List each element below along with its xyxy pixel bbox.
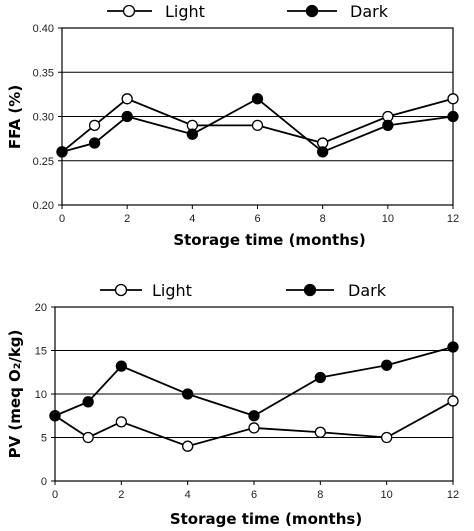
x-tick-label: 0 [59, 213, 65, 225]
data-point-dark [56, 146, 68, 158]
x-tick-label: 6 [254, 213, 260, 225]
data-point-dark [317, 146, 329, 158]
legend-filled-circle-icon [303, 283, 317, 297]
data-point-light [447, 395, 459, 407]
y-tick-label: 0.30 [33, 112, 54, 124]
y-tick-label: 0.20 [33, 200, 54, 212]
x-tick-label: 0 [52, 489, 58, 501]
x-tick-label: 2 [124, 213, 130, 225]
y-tick-label: 0.25 [33, 156, 54, 168]
data-point-dark [381, 359, 393, 371]
legend-open-circle-icon [122, 4, 136, 18]
x-tick-label: 10 [382, 213, 394, 225]
legend-filled-circle-icon [305, 4, 319, 18]
data-point-light [248, 422, 260, 434]
x-tick-label: 6 [251, 489, 257, 501]
series-line-light [61, 97, 454, 153]
legend-label: Light [165, 2, 205, 21]
data-point-light [381, 431, 393, 444]
data-point-dark [182, 388, 194, 400]
data-point-light [115, 416, 127, 428]
data-point-dark [115, 360, 127, 372]
y-axis-title: PV (meq O₂/kg) [6, 330, 24, 459]
y-tick-label: 0.40 [33, 23, 54, 35]
data-point-dark [447, 110, 459, 123]
x-tick-label: 8 [317, 489, 323, 501]
y-tick-label: 10 [35, 389, 47, 401]
legend-label: Dark [348, 281, 387, 300]
x-axis-title: Storage time (months) [170, 510, 362, 528]
data-point-light [88, 119, 101, 131]
ffa-chart: 0.20 0.25 0.30 0.35 0.40 0 2 4 6 8 10 12 Storage tim… [6, 2, 459, 249]
data-point-dark [121, 110, 133, 123]
data-point-light [314, 426, 326, 438]
series-line-dark [61, 97, 454, 153]
y-axis-title: FFA (%) [6, 85, 24, 149]
x-tick-label: 10 [381, 489, 393, 501]
legend-open-circle-icon [114, 283, 128, 297]
x-tick-label: 12 [447, 213, 459, 225]
legend-label: Dark [350, 2, 389, 21]
data-point-dark [382, 119, 394, 131]
y-tick-label: 5 [41, 433, 47, 445]
y-tick-label: 0.35 [33, 67, 54, 79]
data-point-dark [248, 410, 260, 422]
data-point-dark [88, 137, 101, 149]
data-point-light [251, 119, 264, 131]
pv-chart: 0 5 10 15 20 0 2 4 6 8 10 12 Storage time (months) PV… [6, 281, 459, 528]
data-point-dark [186, 128, 198, 140]
data-point-dark [314, 371, 326, 384]
data-point-light [121, 93, 133, 105]
series-line-dark [54, 346, 454, 417]
x-tick-label: 4 [185, 489, 191, 501]
data-point-dark [251, 93, 264, 105]
data-point-light [82, 431, 94, 444]
x-axis-title: Storage time (months) [173, 231, 365, 249]
series-line-light [54, 400, 454, 448]
data-point-dark [82, 396, 94, 408]
y-tick-label: 15 [35, 346, 47, 358]
x-tick-label: 8 [320, 213, 326, 225]
data-point-light [447, 93, 459, 105]
data-point-dark [49, 410, 61, 422]
x-tick-label: 12 [447, 489, 459, 501]
x-tick-label: 2 [118, 489, 124, 501]
data-point-dark [447, 341, 459, 353]
y-tick-label: 0 [41, 476, 47, 488]
data-point-light [182, 440, 194, 452]
legend-label: Light [152, 281, 192, 300]
y-tick-label: 20 [35, 302, 47, 314]
x-tick-label: 4 [189, 213, 195, 225]
